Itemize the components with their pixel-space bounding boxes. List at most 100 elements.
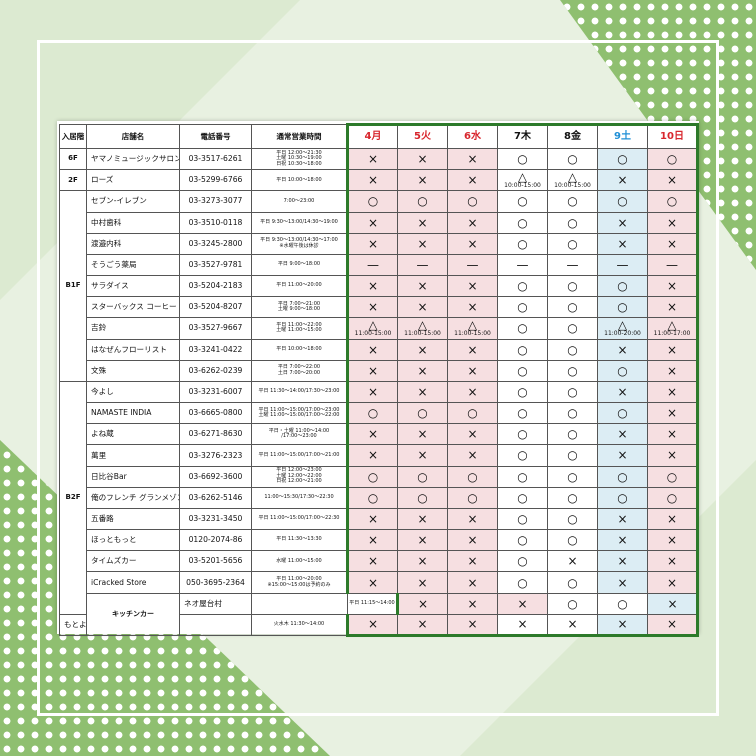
status-mark: ○ [567, 575, 578, 590]
status-cell: × [346, 613, 398, 637]
store-phone[interactable]: 03-5204-2183 [179, 275, 252, 298]
status-mark: ○ [567, 236, 578, 251]
status-cell: ○ [497, 232, 548, 255]
status-mark: ○ [567, 384, 578, 399]
store-phone[interactable]: 03-6262-5146 [179, 486, 252, 509]
status-mark: ○ [467, 406, 478, 421]
status-mark: ○ [567, 406, 578, 421]
status-mark: ○ [567, 363, 578, 378]
status-cell: × [447, 359, 498, 382]
day-header: 6水 [447, 123, 498, 149]
status-cell: ○ [397, 402, 448, 425]
store-phone[interactable]: 050-3695-2364 [179, 571, 252, 594]
status-mark: ○ [567, 427, 578, 442]
store-phone[interactable]: 03-3231-6007 [179, 380, 252, 404]
hours-line: 火水木 11:30～14:00 [273, 621, 325, 628]
status-cell: ○ [597, 190, 648, 213]
status-cell: × [597, 423, 648, 446]
status-mark: ○ [617, 490, 628, 505]
store-phone[interactable] [179, 613, 252, 636]
status-mark: × [467, 173, 478, 188]
status-mark: × [467, 279, 478, 294]
store-hours: 水曜 11:00～15:00 [251, 550, 348, 573]
status-mark: ○ [567, 342, 578, 357]
status-mark: ○ [517, 342, 528, 357]
table-row: もとよし珈琲 火水木 11:30～14:00 × × × × × × × [59, 613, 699, 637]
status-mark: × [367, 152, 379, 167]
store-hours: 平日 12:00～21:30 土曜 10:30～19:00 日祝 10:30～18:… [251, 147, 348, 171]
status-cell: ○ [497, 423, 548, 446]
status-cell: ○ [547, 317, 598, 340]
store-phone[interactable]: 03-3241-0422 [179, 338, 252, 361]
store-phone[interactable]: 03-3276-2323 [179, 444, 252, 467]
day-header: 9土 [597, 123, 648, 149]
status-cell: × [346, 147, 398, 171]
store-phone[interactable]: 03-3510-0118 [179, 211, 252, 234]
status-cell: ○ [497, 402, 548, 425]
store-phone[interactable]: 03-3245-2800 [179, 232, 252, 255]
store-phone[interactable]: 03-5201-5656 [179, 550, 252, 573]
store-phone[interactable]: 03-3273-3077 [179, 190, 252, 213]
status-cell: — [597, 253, 648, 277]
store-name: 日比谷Bar [86, 465, 180, 488]
status-mark: — [616, 257, 629, 272]
status-mark: × [367, 554, 379, 569]
store-phone[interactable]: 03-3527-9781 [179, 253, 252, 277]
status-mark: ○ [467, 194, 478, 209]
store-hours: 平日 10:00～18:00 [251, 338, 348, 361]
status-cell: ○ [547, 529, 598, 552]
status-cell: × [447, 550, 498, 573]
status-cell: × [647, 529, 699, 552]
status-cell: ○ [597, 275, 648, 298]
store-phone[interactable]: 03-3231-3450 [179, 507, 252, 531]
header-floor: 入居階 [59, 124, 87, 149]
hours-line: 平日・土曜 11:00～14:00 [268, 427, 330, 434]
hours-line: 土日 7:00～20:00 [277, 369, 321, 376]
store-phone[interactable]: 03-6665-0800 [179, 402, 252, 425]
status-cell: × [447, 211, 498, 234]
status-mark: ○ [517, 279, 528, 294]
status-mark: ○ [567, 448, 578, 463]
status-time: 11:00-17:00 [653, 330, 691, 338]
status-mark: × [666, 384, 678, 399]
status-mark: ○ [617, 279, 628, 294]
table-row: 俺のフレンチ グランメゾン 03-6262-5146 11:00～15:30/17:… [60, 486, 699, 509]
status-mark: × [617, 427, 628, 442]
store-phone[interactable]: 03-5299-6766 [179, 169, 252, 192]
status-cell: × [647, 380, 699, 404]
status-cell: × [547, 550, 598, 573]
store-phone[interactable]: 03-6692-3600 [179, 465, 252, 488]
store-hours: 平日・土曜 11:00～14:00/17:00～23:00 [251, 423, 348, 446]
table-row: スターバックス コーヒー 03-5204-8207 平日 7:00～21:00 土曜 … [60, 296, 699, 319]
status-mark: × [417, 512, 428, 526]
status-mark: × [617, 512, 628, 526]
store-name: 五番路 [86, 507, 180, 531]
store-phone[interactable] [251, 592, 348, 615]
store-name: 吉鈴 [86, 317, 180, 340]
status-cell: × [647, 571, 699, 594]
store-phone[interactable]: 03-3517-6261 [179, 147, 252, 171]
status-cell: — [397, 253, 448, 277]
store-phone[interactable]: 03-5204-8207 [179, 296, 252, 319]
status-mark: × [467, 512, 478, 526]
status-mark: ○ [417, 406, 428, 421]
store-phone[interactable]: 03-6271-8630 [179, 423, 252, 446]
store-phone[interactable]: 03-6262-0239 [179, 359, 252, 382]
status-mark: × [417, 279, 428, 294]
store-name: よね蔵 [86, 423, 180, 446]
status-mark: × [417, 152, 428, 167]
status-cell: ○ [547, 275, 598, 298]
status-cell: × [597, 169, 648, 192]
table-row: ほっともっと 0120-2074-86 平日 11:30～13:30 × × × ○ ○ × × [60, 529, 699, 552]
status-cell: × [647, 275, 699, 298]
floor-label: B2F [59, 380, 87, 615]
store-phone[interactable]: 03-3527-9667 [179, 317, 252, 340]
status-cell: × [647, 444, 699, 467]
status-cell: × [346, 380, 398, 404]
status-cell: ○ [497, 317, 548, 340]
status-mark: × [666, 533, 678, 548]
store-hours: 平日 11:15～14:00 [347, 592, 398, 615]
store-hours: 火水木 11:30～14:00 [251, 613, 348, 636]
store-phone[interactable]: 0120-2074-86 [179, 529, 252, 552]
hours-line: 平日 11:00～20:00 [276, 282, 322, 289]
